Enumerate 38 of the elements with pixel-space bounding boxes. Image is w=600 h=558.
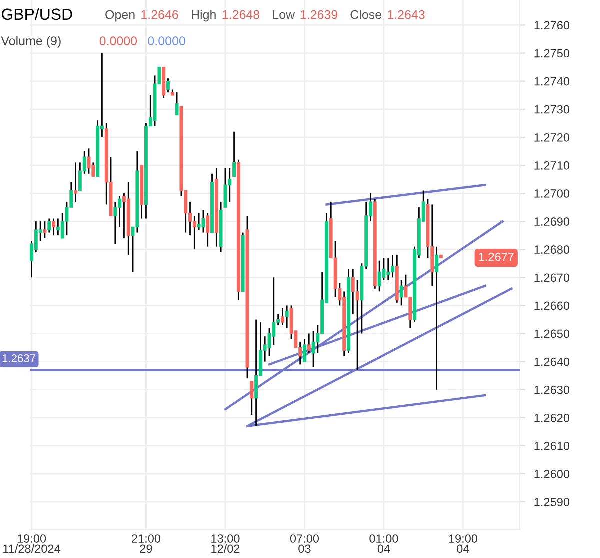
y-tick-label: 1.2750 [534, 49, 570, 58]
annotation: High [192, 10, 216, 22]
annotation: 1.2648 [222, 10, 260, 20]
y-tick-label: 1.2620 [534, 414, 570, 422]
annotation: 1.2643 [388, 10, 425, 20]
annotation: Open [106, 10, 135, 22]
annotation: 1.2677 [479, 252, 514, 262]
y-tick-label: 1.2730 [534, 105, 570, 114]
y-tick-label: 1.2660 [534, 302, 570, 310]
annotation: 0.0000 [148, 36, 186, 46]
x-tick-label: 07:00 03 [290, 534, 320, 554]
y-tick-label: 1.2680 [534, 246, 570, 254]
annotation: Close [350, 10, 382, 20]
annotation: 1.2646 [142, 10, 178, 20]
x-tick-label: 13:00 12/02 [212, 534, 240, 554]
y-tick-label: 1.2600 [534, 470, 570, 478]
ref-line-label: 1.2637 [2, 354, 36, 362]
y-tick-label: 1.2720 [534, 133, 570, 142]
x-tick-label: 19:00 11/28/2024 [4, 534, 61, 554]
y-tick-label: 1.2640 [534, 358, 570, 366]
annotation: 0.0000 [100, 36, 138, 46]
y-tick-label: 1.2690 [534, 218, 570, 226]
x-tick-label: 19:00 04 [449, 534, 478, 554]
y-tick-label: 1.2670 [534, 274, 570, 282]
y-tick-label: 1.2760 [534, 21, 570, 30]
x-tick-label: 21:00 29 [132, 534, 161, 554]
y-tick-label: 1.2710 [534, 162, 570, 170]
y-tick-label: 1.2700 [534, 190, 570, 198]
y-tick-label: 1.2740 [534, 77, 570, 86]
annotation: Volume (9) [1, 36, 61, 48]
y-tick-label: 1.2590 [534, 498, 570, 506]
annotation: Low [273, 10, 296, 20]
y-tick-label: 1.2650 [534, 330, 570, 338]
y-tick-label: 1.2610 [534, 442, 570, 450]
chart-title: GBP/USD [2, 8, 72, 20]
y-tick-label: 1.2630 [534, 386, 570, 394]
annotation: 1.2639 [300, 10, 338, 20]
x-tick-label: 01:00 04 [370, 534, 398, 554]
